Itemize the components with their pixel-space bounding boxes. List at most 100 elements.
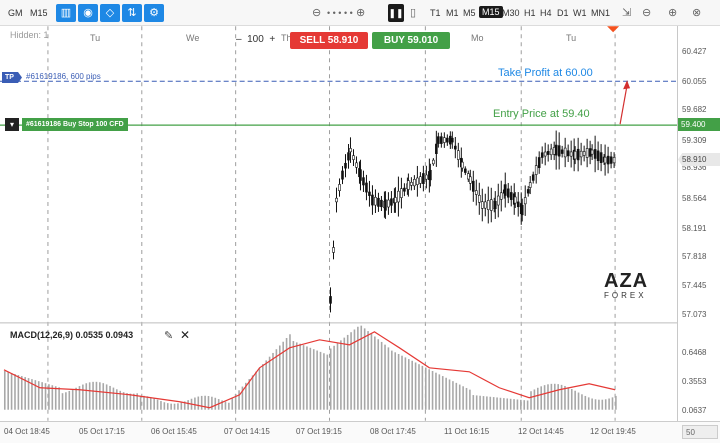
chart-type-icon[interactable]: ▥ (56, 4, 76, 22)
macd-bar (346, 334, 349, 410)
macd-bar (44, 383, 47, 410)
timeframe-m30[interactable]: M30 (502, 8, 520, 18)
close-order-icon[interactable]: ▾ (5, 118, 19, 131)
settings-icon[interactable]: ⚙ (144, 4, 164, 22)
drawing-tools-icon[interactable]: ◇ (100, 4, 120, 22)
timeframe-t1[interactable]: T1 (430, 8, 441, 18)
candle-body (606, 155, 610, 165)
price-label: 58.191 (682, 224, 707, 233)
sell-button[interactable]: SELL 58.910 (290, 32, 368, 49)
trade-icon[interactable]: ⇅ (122, 4, 142, 22)
macd-bar (31, 379, 33, 410)
macd-bar (377, 339, 380, 410)
macd-bar (428, 369, 430, 410)
quantity-stepper[interactable]: – 100 + (236, 34, 276, 45)
tp-tag[interactable]: TP (2, 72, 22, 83)
timeframe-w1[interactable]: W1 (573, 8, 587, 18)
candle-body (513, 196, 517, 204)
candle-body (480, 201, 484, 209)
chart-mode-icon[interactable]: ▯ (410, 7, 417, 19)
order-tag[interactable]: #61619186 Buy Stop 100 CFD (22, 118, 128, 131)
logo-top: AZA (604, 270, 649, 292)
day-label: Tu (90, 33, 101, 43)
zoom-in-icon[interactable]: ⊕ (356, 7, 366, 19)
timeframe-m15[interactable]: M15 (479, 6, 503, 18)
timeframe-mn1[interactable]: MN1 (591, 8, 611, 18)
zoom-slider[interactable]: • • • • • (327, 8, 353, 18)
indicators-icon[interactable]: ◉ (78, 4, 98, 22)
candle-body (486, 200, 490, 210)
macd-bar (170, 403, 172, 410)
shrink-icon[interactable]: ⇲ (622, 7, 632, 19)
remove-indicator-icon[interactable]: ✕ (180, 328, 191, 342)
brand-logo: AZA FOREX (604, 270, 660, 310)
buy-button[interactable]: BUY 59.010 (372, 32, 450, 49)
macd-bar (282, 341, 284, 410)
minimize-icon[interactable]: ⊖ (642, 7, 652, 19)
close-icon[interactable]: ⊗ (692, 7, 702, 19)
time-label: 06 Oct 15:45 (151, 427, 197, 436)
macd-bar (302, 345, 305, 410)
pause-icon[interactable]: ❚❚ (388, 4, 404, 22)
macd-bar (486, 396, 488, 410)
macd-bar (3, 370, 6, 410)
timeframe-h1[interactable]: H1 (524, 8, 536, 18)
take-profit-text: Take Profit at 60.00 (498, 67, 593, 79)
macd-bar (615, 395, 617, 410)
macd-bar (326, 354, 329, 410)
timeframe-short-label[interactable]: M15 (30, 8, 48, 18)
macd-bar (564, 385, 566, 410)
macd-bar (231, 397, 234, 410)
timeframe-h4[interactable]: H4 (540, 8, 552, 18)
candle-body (523, 197, 527, 205)
candle-body (472, 180, 475, 192)
timeframe-m1[interactable]: M1 (446, 8, 459, 18)
quantity-value[interactable]: 100 (247, 34, 264, 45)
macd-bar (234, 394, 237, 410)
macd-bar (540, 386, 542, 410)
candle-body (546, 151, 550, 155)
macd-bar (499, 397, 502, 410)
candle-body (341, 170, 344, 180)
macd-bar (472, 395, 475, 410)
scroll-value[interactable]: 50 (682, 425, 718, 439)
time-label: 08 Oct 17:45 (370, 427, 416, 436)
timeframe-m5[interactable]: M5 (463, 8, 476, 18)
candle-body (593, 149, 597, 159)
macd-bar (482, 396, 485, 410)
candle-body (499, 192, 503, 200)
macd-bar (156, 399, 159, 410)
macd-bar (133, 393, 135, 410)
time-label: 12 Oct 14:45 (518, 427, 564, 436)
macd-bar (173, 403, 176, 410)
account-label[interactable]: GM (8, 8, 23, 18)
macd-bar (78, 386, 81, 410)
macd-title: MACD(12,26,9) 0.0535 0.0943 (10, 330, 134, 340)
candle-body (403, 187, 406, 192)
macd-bar (513, 399, 515, 410)
time-label: 05 Oct 17:15 (79, 427, 125, 436)
candle-body (359, 169, 362, 181)
macd-bar (445, 377, 447, 410)
candle-body (454, 145, 457, 150)
candle-body (451, 137, 454, 143)
zoom-out-icon[interactable]: ⊖ (312, 7, 322, 19)
price-label: 57.073 (682, 310, 707, 319)
macd-bar (51, 385, 54, 410)
macd-bar (577, 392, 580, 410)
edit-indicator-icon[interactable]: ✎ (164, 330, 174, 342)
candle-body (526, 189, 530, 194)
macd-bar (547, 384, 549, 410)
candle-body (469, 176, 472, 184)
candle-body (563, 147, 567, 158)
macd-bar (82, 384, 84, 410)
candle-body (329, 296, 332, 304)
candle-body (531, 174, 535, 181)
macd-bar (469, 389, 471, 410)
time-label: 12 Oct 19:45 (590, 427, 636, 436)
candles (329, 130, 616, 313)
maximize-icon[interactable]: ⊕ (668, 7, 678, 19)
price-chart[interactable] (0, 26, 678, 421)
macd-bar (34, 380, 37, 410)
timeframe-d1[interactable]: D1 (557, 8, 569, 18)
